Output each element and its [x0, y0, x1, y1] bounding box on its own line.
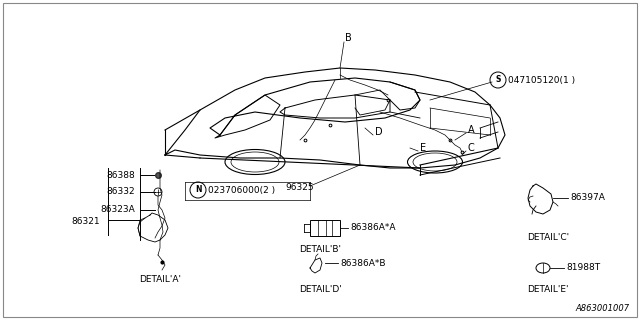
Text: DETAIL'A': DETAIL'A' — [139, 276, 181, 284]
Text: 86397A: 86397A — [570, 194, 605, 203]
Text: DETAIL'D': DETAIL'D' — [299, 285, 341, 294]
Text: 86323A: 86323A — [100, 205, 135, 214]
Text: B: B — [345, 33, 352, 43]
Text: DETAIL'E': DETAIL'E' — [527, 285, 569, 294]
Text: C: C — [468, 143, 475, 153]
Text: N: N — [195, 186, 201, 195]
Text: 86388: 86388 — [106, 171, 135, 180]
Text: 023706000(2 ): 023706000(2 ) — [208, 186, 275, 195]
Text: A: A — [468, 125, 475, 135]
Text: S: S — [495, 76, 500, 84]
Text: 86321: 86321 — [72, 218, 100, 227]
Text: E: E — [420, 143, 426, 153]
Text: 96325: 96325 — [285, 183, 314, 193]
Text: 81988T: 81988T — [566, 263, 600, 273]
Text: 86332: 86332 — [106, 188, 135, 196]
Text: DETAIL'C': DETAIL'C' — [527, 234, 569, 243]
Text: A863001007: A863001007 — [576, 304, 630, 313]
Text: 86386A*B: 86386A*B — [340, 259, 385, 268]
Text: D: D — [375, 127, 383, 137]
Text: 047105120(1 ): 047105120(1 ) — [508, 76, 575, 84]
Text: 86386A*A: 86386A*A — [350, 223, 396, 233]
Text: DETAIL'B': DETAIL'B' — [299, 245, 341, 254]
